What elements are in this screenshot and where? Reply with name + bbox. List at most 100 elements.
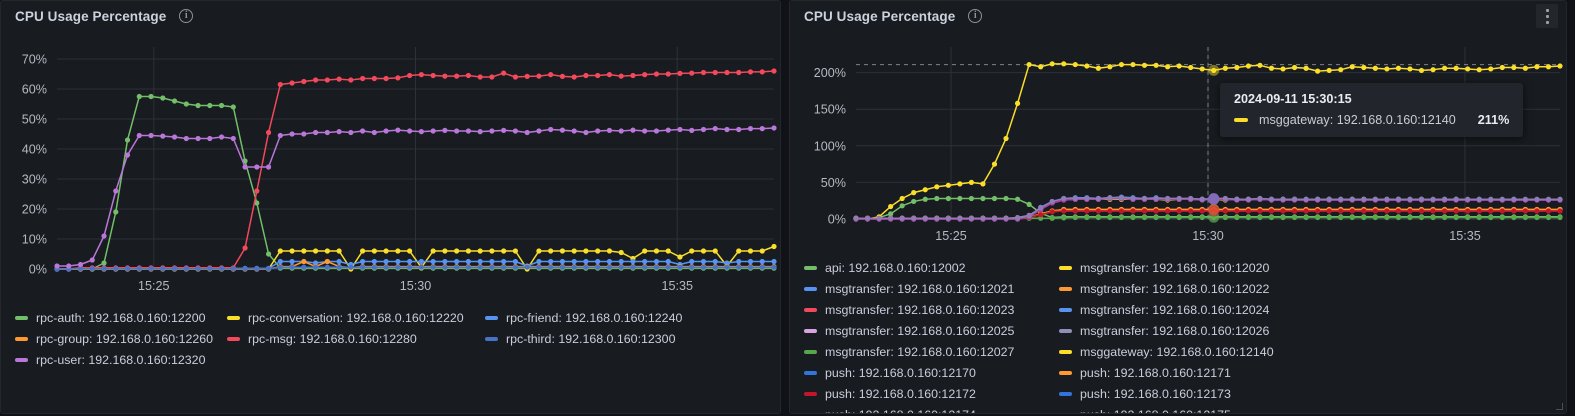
chart-series	[853, 195, 1563, 221]
series-color-swatch	[1059, 412, 1072, 413]
series-color-swatch	[485, 315, 498, 320]
legend-item-label: msgtransfer: 192.168.0.160:12022	[1080, 281, 1270, 296]
series-color-swatch	[804, 328, 817, 333]
legend-item-label: push: 192.168.0.160:12171	[1080, 365, 1231, 380]
y-axis-tick-label: 0%	[828, 213, 846, 227]
x-axis-tick-label: 15:30	[1192, 229, 1224, 243]
y-axis-tick-label: 60%	[22, 83, 47, 97]
legend-item[interactable]: api: 192.168.0.160:12002	[804, 257, 1059, 278]
tooltip-timestamp: 2024-09-11 15:30:15	[1234, 92, 1352, 106]
legend-item-label: msgtransfer: 192.168.0.160:12023	[825, 302, 1015, 317]
more-vertical-icon[interactable]	[1536, 4, 1558, 28]
legend-item-label: rpc-msg: 192.168.0.160:12280	[248, 331, 417, 346]
legend-item[interactable]: rpc-friend: 192.168.0.160:12240	[485, 307, 705, 328]
y-axis-tick-label: 50%	[22, 113, 47, 127]
series-color-swatch	[1059, 328, 1072, 333]
legend-item[interactable]: rpc-user: 192.168.0.160:12320	[15, 349, 227, 370]
legend-item-label: push: 192.168.0.160:12170	[825, 365, 976, 380]
legend-item[interactable]: msgtransfer: 192.168.0.160:12026	[1059, 320, 1314, 341]
info-circle-icon[interactable]: i	[179, 9, 194, 23]
series-color-swatch	[1059, 307, 1072, 312]
legend-item-label: push: 192.168.0.160:12175	[1080, 408, 1231, 414]
series-color-swatch	[1234, 118, 1248, 122]
series-color-swatch	[227, 336, 240, 341]
legend-item[interactable]: rpc-conversation: 192.168.0.160:12220	[227, 307, 485, 328]
chart-tooltip: 2024-09-11 15:30:15 msggateway: 192.168.…	[1220, 83, 1524, 137]
series-color-swatch	[804, 265, 817, 270]
legend-item[interactable]: push: 192.168.0.160:12170	[804, 362, 1059, 383]
legend-item-label: rpc-auth: 192.168.0.160:12200	[36, 310, 206, 325]
legend-item[interactable]: push: 192.168.0.160:12173	[1059, 383, 1314, 404]
y-axis-tick-label: 0%	[29, 263, 47, 277]
chart-area-left[interactable]: 0% 10% 20% 30% 40% 50% 60% 70% 15:25 15:30 15:35	[1, 31, 780, 303]
y-axis-tick-label: 100%	[814, 139, 846, 153]
x-axis-tick-label: 15:30	[400, 279, 432, 293]
legend-item-label: msggateway: 192.168.0.160:12140	[1080, 344, 1274, 359]
series-color-swatch	[1059, 286, 1072, 291]
series-color-swatch	[804, 391, 817, 396]
legend-item[interactable]: push: 192.168.0.160:12174	[804, 404, 1059, 414]
y-axis-tick-label: 70%	[22, 53, 47, 67]
legend-item[interactable]: msgtransfer: 192.168.0.160:12020	[1059, 257, 1314, 278]
legend-item[interactable]: msgtransfer: 192.168.0.160:12027	[804, 341, 1059, 362]
y-axis-tick-label: 10%	[22, 233, 47, 247]
legend-item-label: rpc-third: 192.168.0.160:12300	[506, 331, 676, 346]
series-color-swatch	[15, 357, 28, 362]
chart-area-right[interactable]: 0% 50% 100% 150% 200% 15:25 15:30 15:35 2024-09…	[790, 31, 1566, 253]
legend-item[interactable]: rpc-group: 192.168.0.160:12260	[15, 328, 227, 349]
panel-header-left: CPU Usage Percentage i	[1, 1, 780, 31]
legend-item-label: rpc-conversation: 192.168.0.160:12220	[248, 310, 464, 325]
legend-item[interactable]: msgtransfer: 192.168.0.160:12023	[804, 299, 1059, 320]
legend-item-label: push: 192.168.0.160:12173	[1080, 386, 1231, 401]
y-axis-tick-label: 30%	[22, 173, 47, 187]
legend-item[interactable]: msggateway: 192.168.0.160:12140	[1059, 341, 1314, 362]
legend-item[interactable]: rpc-msg: 192.168.0.160:12280	[227, 328, 485, 349]
tooltip-series-value: 211%	[1477, 113, 1510, 127]
legend-item-label: push: 192.168.0.160:12174	[825, 408, 976, 414]
line-chart-right[interactable]: 0% 50% 100% 150% 200% 15:25 15:30 15:35	[790, 31, 1567, 253]
panel-header-right: CPU Usage Percentage i	[790, 1, 1566, 31]
legend-item-label: msgtransfer: 192.168.0.160:12025	[825, 323, 1015, 338]
series-color-swatch	[804, 370, 817, 375]
legend-item-label: push: 192.168.0.160:12172	[825, 386, 976, 401]
line-chart-left[interactable]: 0% 10% 20% 30% 40% 50% 60% 70% 15:25 15:30 15:35	[1, 31, 781, 303]
tooltip-series-name: msggateway: 192.168.0.160:12140	[1259, 113, 1456, 127]
legend-right: api: 192.168.0.160:12002 msgtransfer: 192…	[790, 253, 1566, 414]
legend-item-label: msgtransfer: 192.168.0.160:12026	[1080, 323, 1270, 338]
info-circle-icon[interactable]: i	[968, 9, 983, 23]
legend-item-label: rpc-group: 192.168.0.160:12260	[36, 331, 214, 346]
chart-series	[853, 61, 1563, 222]
series-color-swatch	[227, 315, 240, 320]
legend-item[interactable]: msgtransfer: 192.168.0.160:12021	[804, 278, 1059, 299]
legend-item[interactable]: push: 192.168.0.160:12175	[1059, 404, 1314, 414]
y-axis-tick-label: 200%	[814, 66, 846, 80]
legend-item[interactable]: msgtransfer: 192.168.0.160:12025	[804, 320, 1059, 341]
series-color-swatch	[804, 307, 817, 312]
legend-item[interactable]: msgtransfer: 192.168.0.160:12022	[1059, 278, 1314, 299]
series-color-swatch	[804, 349, 817, 354]
legend-item-label: rpc-friend: 192.168.0.160:12240	[506, 310, 683, 325]
page-title: CPU Usage Percentage	[804, 8, 956, 24]
legend-item[interactable]: rpc-third: 192.168.0.160:12300	[485, 328, 705, 349]
y-axis-tick-label: 150%	[814, 103, 846, 117]
legend-item[interactable]: push: 192.168.0.160:12172	[804, 383, 1059, 404]
legend-item-label: api: 192.168.0.160:12002	[825, 260, 966, 275]
legend-item[interactable]: msgtransfer: 192.168.0.160:12024	[1059, 299, 1314, 320]
legend-item-label: msgtransfer: 192.168.0.160:12020	[1080, 260, 1270, 275]
series-color-swatch	[804, 286, 817, 291]
y-axis-tick-label: 20%	[22, 203, 47, 217]
x-axis-tick-label: 15:25	[935, 229, 967, 243]
legend-item-label: msgtransfer: 192.168.0.160:12021	[825, 281, 1015, 296]
page-title: CPU Usage Percentage	[15, 8, 167, 24]
chart-series	[54, 264, 777, 272]
legend-item[interactable]: push: 192.168.0.160:12171	[1059, 362, 1314, 383]
panel-resize-handle[interactable]	[1556, 403, 1563, 410]
tooltip-series-row: msggateway: 192.168.0.160:12140 211%	[1234, 113, 1509, 127]
panel-cpu-usage-left: CPU Usage Percentage i 0% 10% 20% 30% 40% 50%…	[0, 0, 781, 414]
series-color-swatch	[15, 315, 28, 320]
y-axis-tick-label: 50%	[821, 176, 846, 190]
legend-item-label: msgtransfer: 192.168.0.160:12027	[825, 344, 1015, 359]
chart-series	[54, 125, 777, 269]
legend-item[interactable]: rpc-auth: 192.168.0.160:12200	[15, 307, 227, 328]
